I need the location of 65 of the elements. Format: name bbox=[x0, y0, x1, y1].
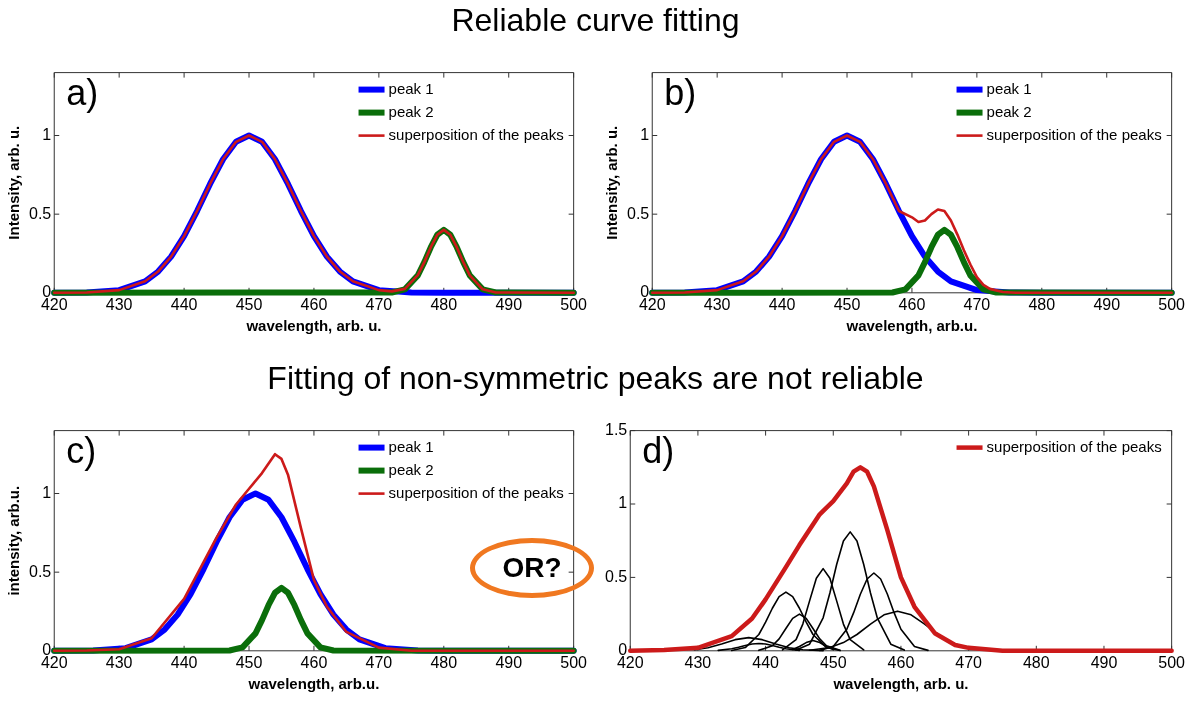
x-tick-label: 440 bbox=[768, 295, 796, 313]
chart-title: Fitting of non-symmetric peaks are not reliable bbox=[266, 360, 925, 397]
x-tick-label: 500 bbox=[560, 653, 588, 671]
x-tick-label: 490 bbox=[495, 653, 523, 671]
x-tick-label: 490 bbox=[1090, 653, 1118, 671]
chart-title: Reliable curve fitting bbox=[450, 2, 741, 39]
legend-label: superposition of the peaks bbox=[986, 125, 1162, 143]
legend-label: superposition of the peaks bbox=[986, 437, 1162, 455]
y-axis-title: Intensity, arb. u. bbox=[5, 125, 23, 240]
y-tick-label: 1 bbox=[42, 125, 52, 143]
x-tick-label: 430 bbox=[703, 295, 731, 313]
legend-label: superposition of the peaks bbox=[388, 483, 564, 501]
annotation: c) bbox=[66, 429, 97, 471]
x-tick-label: 430 bbox=[105, 653, 133, 671]
x-tick-label: 430 bbox=[105, 295, 133, 313]
x-tick-label: 440 bbox=[752, 653, 780, 671]
legend-label: peak 2 bbox=[986, 102, 1032, 120]
x-tick-label: 460 bbox=[300, 295, 328, 313]
x-tick-label: 450 bbox=[235, 295, 263, 313]
x-tick-label: 470 bbox=[955, 653, 983, 671]
y-tick-label: 1 bbox=[640, 125, 650, 143]
x-axis-title: wavelength, arb.u. bbox=[247, 675, 380, 693]
x-tick-label: 450 bbox=[819, 653, 847, 671]
y-axis-title: Intensity, arb. u. bbox=[603, 125, 621, 240]
x-axis-title: wavelength, arb. u. bbox=[245, 317, 382, 335]
legend-label: peak 1 bbox=[986, 79, 1032, 97]
y-tick-label: 0.5 bbox=[28, 204, 52, 222]
legend-label: peak 2 bbox=[388, 102, 434, 120]
x-tick-label: 440 bbox=[170, 653, 198, 671]
x-tick-label: 480 bbox=[430, 295, 458, 313]
x-tick-label: 480 bbox=[1028, 295, 1056, 313]
y-tick-label: 0.5 bbox=[604, 567, 628, 585]
x-tick-label: 480 bbox=[1022, 653, 1050, 671]
annotation: b) bbox=[664, 71, 697, 113]
x-axis-title: wavelength, arb. u. bbox=[832, 675, 969, 693]
x-tick-label: 450 bbox=[235, 653, 263, 671]
x-tick-label: 440 bbox=[170, 295, 198, 313]
legend-label: peak 1 bbox=[388, 79, 434, 97]
legend-label: superposition of the peaks bbox=[388, 125, 564, 143]
annotation: d) bbox=[642, 429, 675, 471]
x-tick-label: 460 bbox=[887, 653, 915, 671]
annotation: OR? bbox=[502, 552, 562, 583]
y-tick-label: 1 bbox=[618, 494, 628, 512]
y-axis-title: intensity, arb.u. bbox=[5, 485, 23, 596]
x-axis-title: wavelength, arb.u. bbox=[845, 317, 978, 335]
y-tick-label: 1 bbox=[42, 483, 52, 501]
x-tick-label: 500 bbox=[560, 295, 588, 313]
x-tick-label: 490 bbox=[495, 295, 523, 313]
x-tick-label: 450 bbox=[833, 295, 861, 313]
x-tick-label: 470 bbox=[365, 295, 393, 313]
x-tick-label: 470 bbox=[963, 295, 991, 313]
y-tick-label: 0.5 bbox=[626, 204, 650, 222]
x-tick-label: 500 bbox=[1158, 295, 1186, 313]
legend-label: peak 1 bbox=[388, 437, 434, 455]
x-tick-label: 460 bbox=[300, 653, 328, 671]
x-tick-label: 490 bbox=[1093, 295, 1121, 313]
y-tick-label: 0.5 bbox=[28, 562, 52, 580]
x-tick-label: 470 bbox=[365, 653, 393, 671]
x-tick-label: 430 bbox=[684, 653, 712, 671]
x-tick-label: 480 bbox=[430, 653, 458, 671]
x-tick-label: 500 bbox=[1158, 653, 1186, 671]
annotation: a) bbox=[66, 71, 99, 113]
legend-label: peak 2 bbox=[388, 460, 434, 478]
x-tick-label: 460 bbox=[898, 295, 926, 313]
y-tick-label: 1.5 bbox=[604, 421, 628, 439]
